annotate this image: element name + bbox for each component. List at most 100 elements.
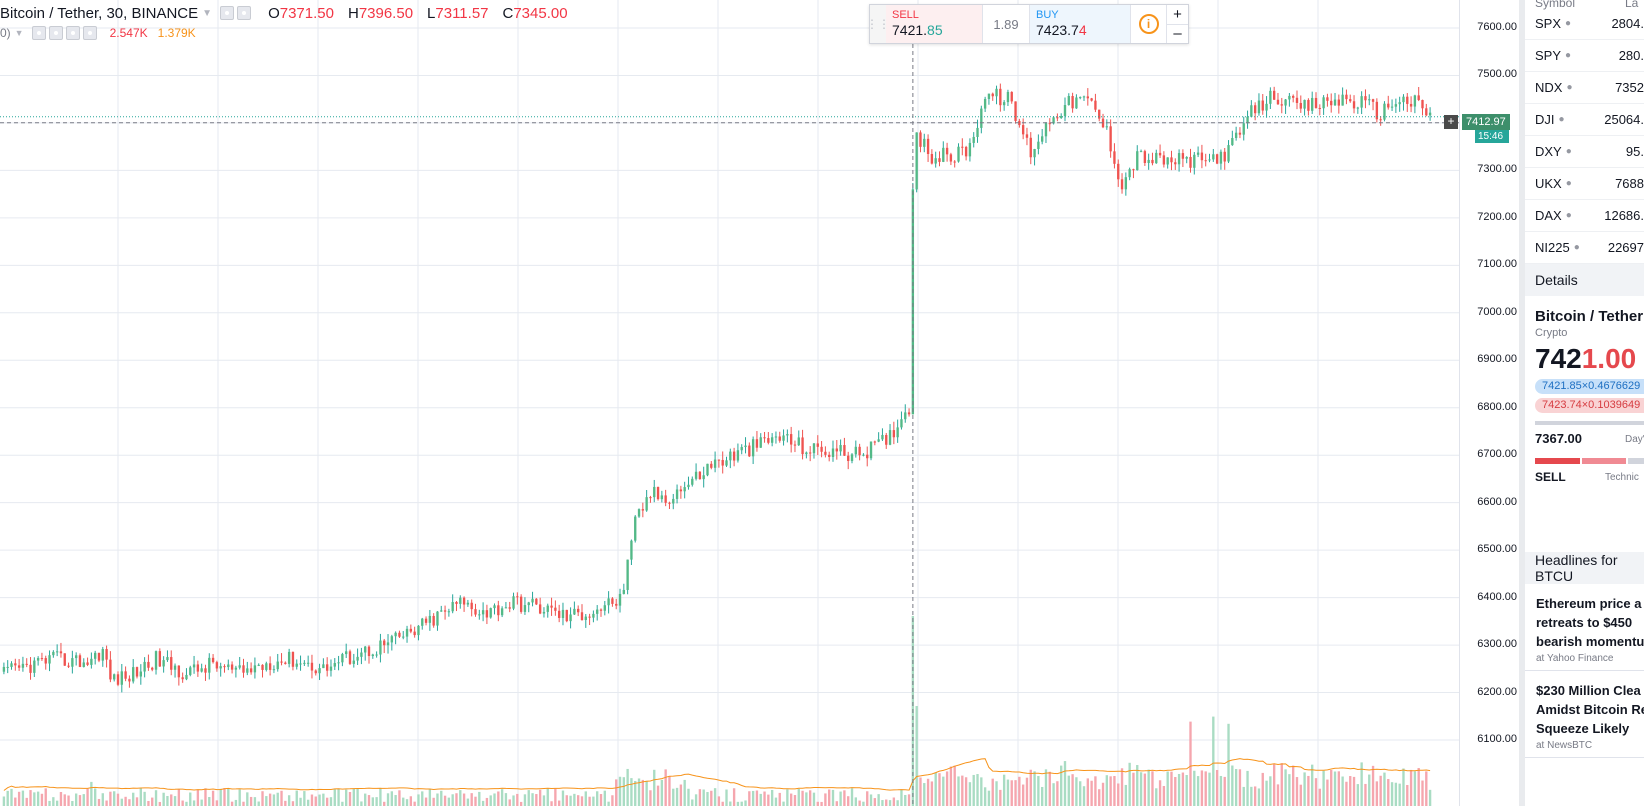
volume-bar — [1250, 786, 1253, 806]
headlines-header[interactable]: Headlines for BTCU — [1525, 552, 1644, 584]
sell-button[interactable]: SELL 7421.85 — [886, 5, 982, 43]
news-item[interactable]: $230 Million Clea Amidst Bitcoin Re Squeez… — [1525, 671, 1644, 758]
close-icon[interactable] — [82, 26, 97, 40]
eye-icon[interactable] — [220, 6, 235, 20]
candle-body — [729, 451, 732, 461]
candle-body — [249, 668, 253, 673]
volume-bar — [736, 801, 740, 806]
volume-bar — [1071, 774, 1074, 806]
volume-bar — [622, 777, 626, 806]
volume-bar — [371, 797, 374, 806]
candle-body — [698, 471, 702, 480]
chevron-down-icon[interactable]: ▼ — [202, 7, 213, 19]
volume-bar — [698, 789, 702, 806]
info-button[interactable]: i — [1130, 5, 1166, 43]
volume-bar — [21, 790, 25, 806]
price-axis[interactable]: 7600.00 7500.00 7300.00 7200.00 7100.00 7000.… — [1459, 0, 1519, 806]
chevron-down-icon[interactable]: ▼ — [14, 28, 24, 38]
volume-bar — [485, 797, 489, 806]
candle-body — [295, 663, 298, 667]
info-icon: i — [1138, 14, 1159, 34]
watchlist-row-dxy[interactable]: DXY ● 95. — [1525, 136, 1644, 168]
candle-body — [596, 609, 599, 614]
days-range-bar — [1535, 421, 1644, 425]
volume-bar — [265, 796, 268, 806]
open-label: O — [268, 4, 280, 22]
candle-body — [618, 593, 622, 606]
increase-button[interactable]: + — [1167, 5, 1188, 25]
add-icon[interactable] — [65, 26, 80, 40]
candle-body — [135, 667, 139, 677]
volume-bar — [1166, 771, 1169, 806]
volume-bar — [17, 791, 21, 806]
watchlist-row-dax[interactable]: DAX ● 12686. — [1525, 200, 1644, 232]
candle-body — [885, 434, 888, 445]
price-chart[interactable] — [0, 0, 1459, 806]
watchlist-row-ukx[interactable]: UKX ● 7688 — [1525, 168, 1644, 200]
settings-icon[interactable] — [48, 26, 63, 40]
candle-body — [55, 651, 59, 653]
volume-bar — [694, 794, 698, 806]
candle-body — [1341, 94, 1344, 106]
volume-bar — [926, 778, 930, 806]
drag-handle-icon[interactable]: ⋮⋮ — [866, 5, 890, 43]
news-item[interactable]: Ethereum price a retreats to $450 bearish … — [1525, 584, 1644, 671]
candle-body — [71, 658, 74, 667]
candle-body — [603, 605, 606, 611]
symbol-title[interactable]: Bitcoin / Tether, 30, BINANCE — [0, 4, 199, 22]
volume-bar — [1413, 771, 1417, 806]
candle-body — [789, 434, 793, 445]
watchlist-row-spx[interactable]: SPX ● 2804. — [1525, 8, 1644, 40]
volume-bar — [1124, 784, 1128, 806]
candle-body — [611, 598, 614, 604]
candle-body — [1021, 125, 1025, 135]
technical-rating-row: SELL Technic — [1525, 464, 1644, 484]
price-axis-label: 7000.00 — [1477, 305, 1517, 318]
volume-bar — [546, 788, 549, 806]
candle-body — [938, 158, 941, 162]
price-axis-label: 7500.00 — [1477, 68, 1517, 81]
candle-body — [1421, 99, 1424, 109]
candle-body — [265, 663, 268, 670]
candle-body — [162, 660, 165, 667]
candle-body — [1098, 109, 1101, 119]
volume-bar — [1128, 762, 1131, 806]
candle-body — [683, 487, 686, 492]
watchlist-row-ndx[interactable]: NDX ● 7352 — [1525, 72, 1644, 104]
volume-bar — [345, 789, 348, 806]
candle-body — [59, 651, 63, 654]
add-alert-icon[interactable]: + — [1444, 115, 1458, 129]
chart-pane[interactable]: Bitcoin / Tether, 30, BINANCE ▼ O 7371.50… — [0, 0, 1459, 806]
volume-bar — [1158, 780, 1162, 806]
eye-icon[interactable] — [31, 26, 46, 40]
watchlist-row-spy[interactable]: SPY ● 280. — [1525, 40, 1644, 72]
decrease-button[interactable]: – — [1173, 25, 1182, 43]
volume-bar — [774, 797, 778, 806]
candle-body — [493, 605, 496, 609]
candle-body — [839, 445, 842, 452]
candle-body — [325, 664, 329, 671]
candle-body — [637, 509, 641, 517]
volume-bar — [2, 796, 6, 806]
settings-icon[interactable] — [237, 6, 252, 20]
volume-bar — [824, 793, 827, 806]
volume-bar — [432, 797, 435, 806]
volume-bar — [306, 799, 310, 806]
candle-body — [668, 502, 671, 504]
candle-body — [1394, 104, 1398, 107]
candle-body — [1284, 99, 1287, 106]
volume-bar — [972, 774, 975, 806]
watchlist-row-dji[interactable]: DJI ● 25064. — [1525, 104, 1644, 136]
volume-bar — [86, 788, 89, 806]
candle-body — [1292, 95, 1295, 98]
candle-body — [158, 651, 162, 667]
price-axis-label: 7100.00 — [1477, 258, 1517, 271]
watchlist-row-ni225[interactable]: NI225 ● 22697 — [1525, 232, 1644, 264]
buy-button[interactable]: BUY 7423.74 — [1030, 5, 1130, 43]
candle-body — [972, 136, 975, 143]
volume-bar — [1200, 770, 1204, 806]
watchlist-symbol: SPX — [1535, 16, 1562, 31]
technicals-link[interactable]: Technic — [1605, 472, 1639, 483]
candle-body — [1246, 116, 1249, 124]
details-header[interactable]: Details — [1525, 264, 1644, 296]
